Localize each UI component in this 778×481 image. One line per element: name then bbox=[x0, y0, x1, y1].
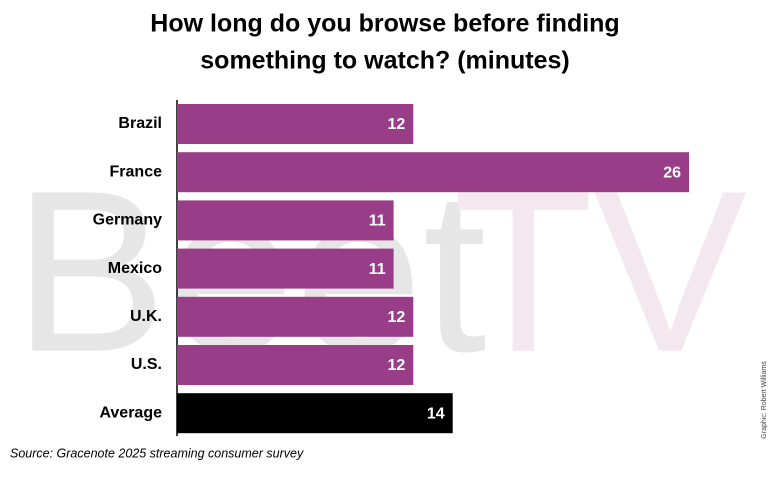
bar bbox=[177, 104, 414, 144]
category-label: U.S. bbox=[131, 356, 162, 373]
bar bbox=[177, 345, 414, 385]
bar bbox=[177, 296, 414, 337]
bar bbox=[177, 152, 689, 193]
value-label: 11 bbox=[369, 261, 386, 278]
value-label: 12 bbox=[388, 309, 406, 326]
category-label: France bbox=[110, 163, 163, 180]
category-label: Germany bbox=[93, 212, 162, 229]
bar bbox=[177, 200, 394, 241]
value-label: 26 bbox=[663, 164, 681, 181]
value-label: 11 bbox=[369, 213, 386, 230]
value-label: 12 bbox=[388, 116, 406, 133]
category-label: U.K. bbox=[130, 308, 162, 325]
category-label: Mexico bbox=[108, 260, 162, 277]
value-label: 14 bbox=[427, 405, 445, 422]
credit: Graphic: Robert Williams bbox=[761, 361, 768, 439]
category-label: Brazil bbox=[118, 115, 162, 132]
source: Source: Gracenote 2025 streaming consume… bbox=[10, 446, 304, 460]
category-label: Average bbox=[99, 404, 162, 421]
bar bbox=[177, 393, 453, 434]
bar bbox=[177, 248, 394, 289]
chart-title: something to watch? (minutes) bbox=[200, 47, 569, 75]
chart-title: How long do you browse before finding bbox=[150, 10, 619, 38]
value-label: 12 bbox=[388, 357, 406, 374]
